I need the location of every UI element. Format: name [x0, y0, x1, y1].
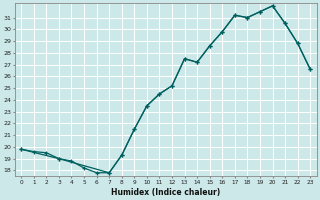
X-axis label: Humidex (Indice chaleur): Humidex (Indice chaleur) [111, 188, 220, 197]
